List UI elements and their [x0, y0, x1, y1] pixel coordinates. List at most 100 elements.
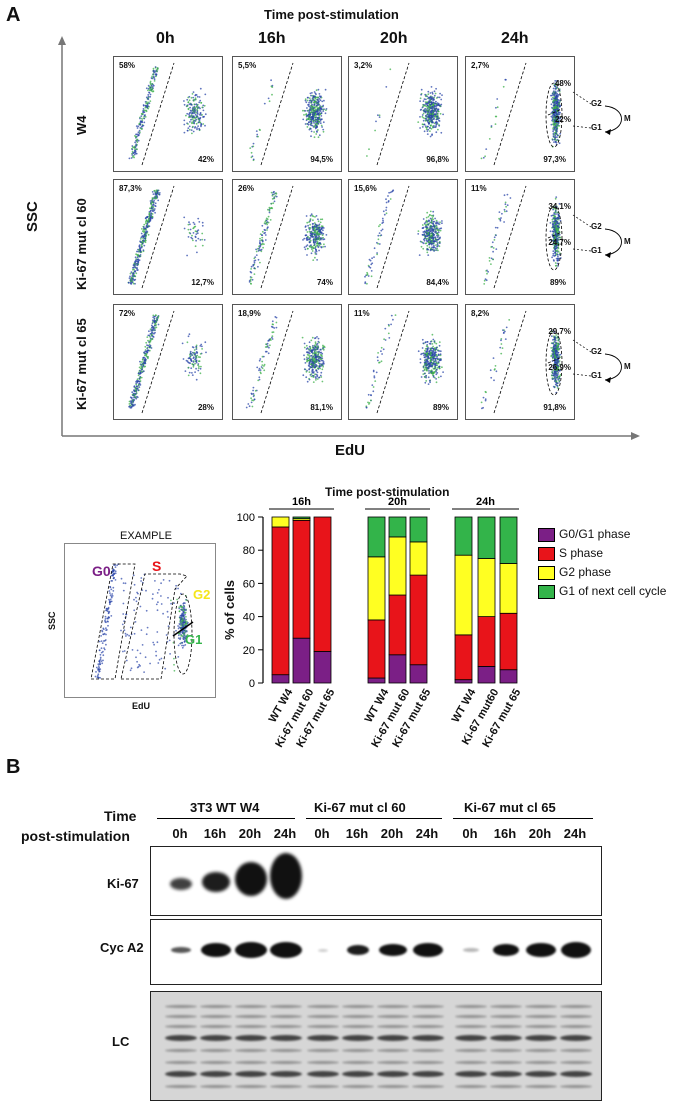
facs-pct-bottomright: 12,7% [191, 278, 214, 287]
blot-lane-label: 20h [528, 826, 552, 841]
blot-band [525, 1014, 557, 1018]
blot-band [493, 944, 519, 956]
blot-time-label: Time [104, 808, 137, 824]
blot-band [270, 1060, 302, 1064]
example-g0-label: G0 [92, 563, 111, 579]
facs-pct-topleft: 8,2% [471, 309, 490, 318]
gate-g1-label: G1 [591, 371, 602, 380]
facs-top-title: Time post-stimulation [264, 7, 399, 22]
blot-band [201, 943, 231, 957]
bar-segment [388, 516, 407, 538]
blot-band [561, 942, 591, 958]
blot-band [307, 1048, 339, 1052]
facs-pct-topleft: 72% [119, 309, 136, 318]
facs-time-0h: 0h [156, 30, 175, 47]
blot-band [307, 1071, 339, 1077]
facs-pct-bottomright: 96,8% [426, 155, 449, 164]
blot-band [165, 1035, 197, 1041]
blot-band [525, 1060, 557, 1064]
bar-segment [271, 674, 290, 684]
blot-band [377, 1014, 409, 1018]
bar-segment [292, 516, 311, 520]
panel-a-letter: A [6, 4, 21, 26]
bar-segment [477, 558, 496, 617]
blot-band [525, 1035, 557, 1041]
blot-band [525, 1084, 557, 1088]
blot-band [377, 1024, 409, 1028]
blot-group-wt-line [157, 818, 295, 819]
blot-band [165, 1024, 197, 1028]
example-title: EXAMPLE [118, 530, 174, 542]
legend-label: G2 phase [559, 565, 612, 579]
blot-group-mut65-line [453, 818, 593, 819]
example-s-label: S [152, 558, 162, 574]
blot-band [412, 1024, 444, 1028]
bar-segment [409, 516, 428, 543]
facs-pct-g1: 24,7% [548, 238, 571, 247]
blot-band [412, 1084, 444, 1088]
blot-lc [150, 991, 602, 1101]
blot-band [235, 1084, 267, 1088]
blot-label-lc: LC [112, 1034, 130, 1049]
facs-pct-bottomright: 97,3% [543, 155, 566, 164]
blot-lane-label: 0h [462, 826, 478, 841]
facs-pct-g1: 26,9% [548, 363, 571, 372]
blot-band [455, 1071, 487, 1077]
blot-band [379, 944, 407, 956]
blot-band [560, 1071, 592, 1077]
blot-post-stim-label: post-stimulation [21, 828, 130, 844]
blot-band [200, 1024, 232, 1028]
blot-band [235, 942, 267, 958]
blot-band [235, 861, 267, 896]
blot-band [270, 1035, 302, 1041]
facs-pct-topleft: 3,2% [354, 61, 373, 70]
blot-ki67 [150, 846, 602, 916]
blot-band [412, 1004, 444, 1008]
facs-pct-topleft: 15,6% [354, 184, 377, 193]
bar-segment [499, 669, 518, 684]
facs-plot-w4-24h: 2,7% 97,3% 48% 22% [465, 56, 575, 172]
facs-pct-bottomright: 84,4% [426, 278, 449, 287]
blot-band [560, 1035, 592, 1041]
blot-lane-label: 0h [314, 826, 330, 841]
blot-lane-label: 24h [415, 826, 439, 841]
blot-band [200, 1035, 232, 1041]
blot-group-mut60-line [306, 818, 442, 819]
blot-band [342, 1014, 374, 1018]
bar-y-tick-label: 0 [249, 678, 255, 690]
blot-band [490, 1048, 522, 1052]
blot-band [412, 1014, 444, 1018]
legend-swatch [538, 528, 555, 542]
facs-plot-mut65-0h: 72% 28% [113, 304, 223, 420]
bar-segment [477, 616, 496, 667]
blot-lane-label: 0h [172, 826, 188, 841]
blot-band [342, 1024, 374, 1028]
blot-band [270, 852, 302, 899]
stacked-bar-chart: 0 20 40 60 80 100 16h 20h 24h [237, 496, 519, 690]
blot-lane-label: 20h [380, 826, 404, 841]
facs-plot-mut65-20h: 11% 89% [348, 304, 458, 420]
blot-band [490, 1071, 522, 1077]
legend-label: G1 of next cell cycle [559, 584, 667, 598]
facs-pct-g2: 34,1% [548, 202, 571, 211]
blot-band [270, 1084, 302, 1088]
bar-y-tick-label: 100 [237, 512, 255, 524]
blot-band [490, 1035, 522, 1041]
blot-band [235, 1024, 267, 1028]
blot-band [412, 1048, 444, 1052]
blot-band [270, 1024, 302, 1028]
facs-time-16h: 16h [258, 30, 286, 47]
blot-band [377, 1048, 409, 1052]
gate-g2-label: G2 [591, 347, 602, 356]
facs-pct-bottomright: 28% [197, 403, 214, 412]
facs-plot-mut60-16h: 26% 74% [232, 179, 342, 295]
blot-band [560, 1048, 592, 1052]
blot-band [490, 1024, 522, 1028]
blot-lane-label: 20h [238, 826, 262, 841]
facs-plot-mut60-24h: 11% 89% 34,1% 24,7% [465, 179, 575, 295]
facs-pct-bottomright: 81,1% [310, 403, 333, 412]
blot-group-wt: 3T3 WT W4 [190, 800, 260, 815]
blot-band [455, 1084, 487, 1088]
blot-band [165, 1071, 197, 1077]
row-label-mut60: Ki-67 mut cl 60 [74, 198, 89, 290]
